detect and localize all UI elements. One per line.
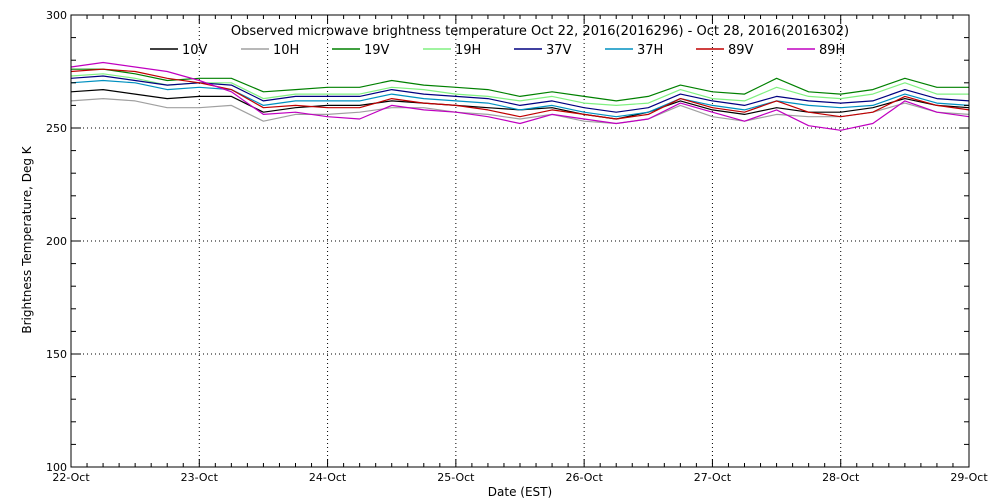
legend-label-89h: 89H (819, 43, 845, 58)
x-tick-label: 26-Oct (565, 471, 603, 484)
y-tick-label: 250 (46, 122, 67, 135)
legend: 10V 10H 19V 19H 37V 37H 89V 89H (150, 43, 845, 58)
y-tick-label: 300 (46, 9, 67, 22)
series-line-89h (70, 61, 970, 131)
x-tick-label: 29-Oct (950, 471, 988, 484)
series-line-37v (70, 75, 970, 113)
legend-label-19v: 19V (364, 43, 390, 58)
x-tick-label: 23-Oct (181, 471, 219, 484)
series-line-37h (70, 79, 970, 118)
legend-label-37h: 37H (637, 43, 663, 58)
legend-label-19h: 19H (455, 43, 481, 58)
series-line-10h (70, 97, 970, 125)
x-tick-label: 24-Oct (309, 471, 347, 484)
axes: 22-Oct 23-Oct 24-Oct 25-Oct 26-Oct 27-Oct 28-O… (46, 9, 988, 484)
series-line-89v (70, 68, 970, 120)
x-tick-label: 28-Oct (822, 471, 860, 484)
x-tick-label: 25-Oct (437, 471, 475, 484)
series-line-19h (70, 73, 969, 107)
x-tick-label: 22-Oct (52, 471, 90, 484)
y-tick-label: 150 (46, 348, 67, 361)
series-lines (70, 61, 970, 131)
y-tick-label: 200 (46, 235, 67, 248)
x-axis-title: Date (EST) (488, 485, 552, 499)
y-tick-label: 100 (46, 461, 67, 474)
legend-label-89v: 89V (728, 43, 754, 58)
chart-title: Observed microwave brightness temperatur… (231, 24, 849, 39)
x-tick-label: 27-Oct (694, 471, 732, 484)
legend-label-37v: 37V (546, 43, 572, 58)
series-line-19v (71, 68, 969, 102)
grid (71, 15, 969, 467)
legend-label-10v: 10V (182, 43, 208, 58)
y-axis-title: Brightness Temperature, Deg K (20, 145, 34, 333)
legend-label-10h: 10H (273, 43, 299, 58)
